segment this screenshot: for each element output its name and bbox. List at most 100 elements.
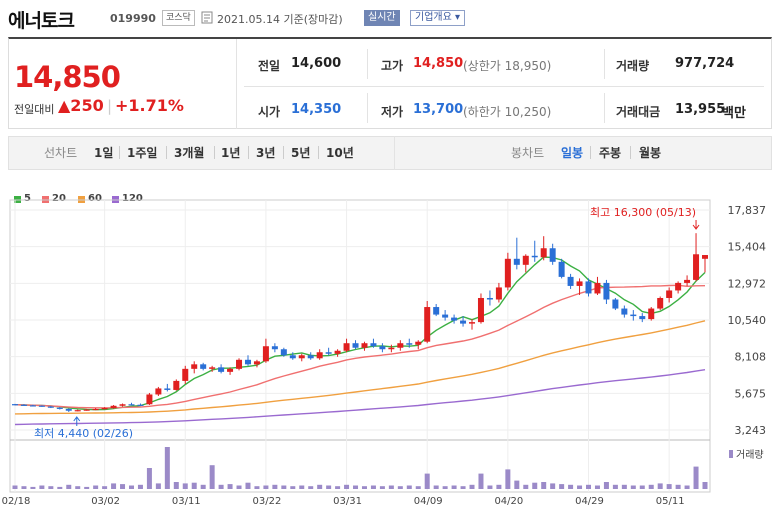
volume-bar: [48, 486, 54, 489]
candle: [639, 316, 646, 320]
candle: [289, 355, 296, 359]
change-percent: +1.71%: [115, 96, 184, 115]
candle: [244, 359, 251, 365]
candle: [83, 409, 90, 411]
candle: [657, 297, 664, 309]
volume-bar: [254, 486, 260, 489]
period-separator: [214, 146, 215, 159]
volume-bar: [93, 485, 99, 489]
candle: [460, 320, 467, 324]
divider: [604, 49, 605, 79]
volume-bar: [21, 486, 27, 489]
candle-monthly[interactable]: 월봉: [639, 146, 662, 160]
volume-bar: [478, 473, 484, 489]
candle: [298, 355, 305, 359]
candle: [101, 408, 108, 410]
candle: [47, 406, 54, 408]
volume-bar: [612, 484, 618, 489]
period-5y[interactable]: 5년: [291, 146, 311, 160]
volume-bar: [128, 485, 134, 489]
candle: [576, 281, 583, 286]
ma20-line: [14, 284, 706, 409]
volume-bar: [335, 486, 341, 489]
volume-bar: [317, 484, 323, 489]
volume-bar: [299, 485, 305, 489]
chart-frame: [9, 199, 711, 493]
candle: [424, 307, 431, 342]
candle-chart-label: 봉차트: [511, 146, 545, 160]
period-separator: [318, 146, 319, 159]
period-1w[interactable]: 1주일: [127, 146, 158, 160]
x-tick-label: 04/20: [494, 496, 523, 507]
change-label: 전일대비: [14, 103, 55, 116]
candle: [388, 347, 395, 350]
x-tick-label: 04/29: [575, 496, 604, 507]
company-overview-dropdown[interactable]: 기업개요 ▾: [410, 10, 465, 26]
period-separator: [119, 146, 120, 159]
divider: [236, 39, 237, 129]
volume-bar: [39, 485, 45, 489]
candle: [702, 255, 708, 259]
candle: [549, 248, 556, 262]
volume-bar: [370, 485, 376, 489]
period-separator: [590, 146, 591, 159]
period-3y[interactable]: 3년: [256, 146, 276, 160]
period-1y[interactable]: 1년: [221, 146, 241, 160]
y-tick-label: 15,404: [728, 241, 767, 254]
volume-bar: [12, 485, 18, 489]
volume-bar: [702, 482, 708, 489]
volume-bar: [684, 485, 690, 489]
volume-bar: [388, 485, 394, 489]
volume-bar: [541, 482, 547, 489]
period-separator: [630, 146, 631, 159]
candle: [343, 343, 350, 351]
volume-bar: [272, 484, 278, 489]
change-value: ▲250: [58, 96, 104, 115]
candle: [209, 367, 216, 369]
candle: [74, 410, 81, 412]
candle-daily[interactable]: 일봉: [561, 146, 584, 160]
realtime-button[interactable]: 실시간: [364, 10, 400, 26]
upper-limit: (상한가 18,950): [463, 59, 552, 73]
volume-bar: [84, 486, 90, 489]
candle: [262, 346, 269, 362]
divider: [367, 49, 368, 79]
legend-ma20: 20: [52, 193, 66, 204]
volume-bar: [227, 484, 233, 489]
candle: [630, 314, 637, 317]
volume-bar: [218, 484, 224, 489]
volume-bar: [361, 486, 367, 489]
candle: [648, 308, 655, 320]
candle: [164, 388, 171, 390]
market-badge: 코스닥: [162, 10, 195, 26]
candle: [684, 279, 691, 283]
volume-value: 977,724: [675, 56, 735, 71]
volume-bar: [657, 483, 663, 489]
divider: [367, 93, 368, 123]
volume-bar: [173, 482, 179, 489]
candle: [495, 287, 502, 300]
volume-bar: [469, 484, 475, 489]
candle: [469, 322, 476, 324]
period-10y[interactable]: 10년: [326, 146, 354, 160]
period-1d[interactable]: 1일: [94, 146, 114, 160]
candle: [29, 405, 36, 407]
candle: [137, 404, 144, 406]
candle: [567, 276, 574, 286]
volume-bar: [415, 486, 421, 489]
ma60-line: [14, 320, 706, 415]
volume-bar: [666, 484, 672, 489]
volume-bar: [424, 473, 430, 489]
legend-ma60: 60: [88, 193, 102, 204]
candle-weekly[interactable]: 주봉: [599, 146, 622, 160]
candle: [271, 346, 278, 350]
period-3m[interactable]: 3개월: [174, 146, 205, 160]
candle: [155, 388, 162, 395]
lower-limit: (하한가 10,250): [463, 105, 552, 119]
high-value: 14,850: [413, 56, 464, 71]
low-value: 13,700: [413, 102, 464, 117]
low-label: 저가: [381, 105, 404, 119]
divider: [394, 136, 395, 170]
y-tick-label: 3,243: [735, 424, 767, 437]
